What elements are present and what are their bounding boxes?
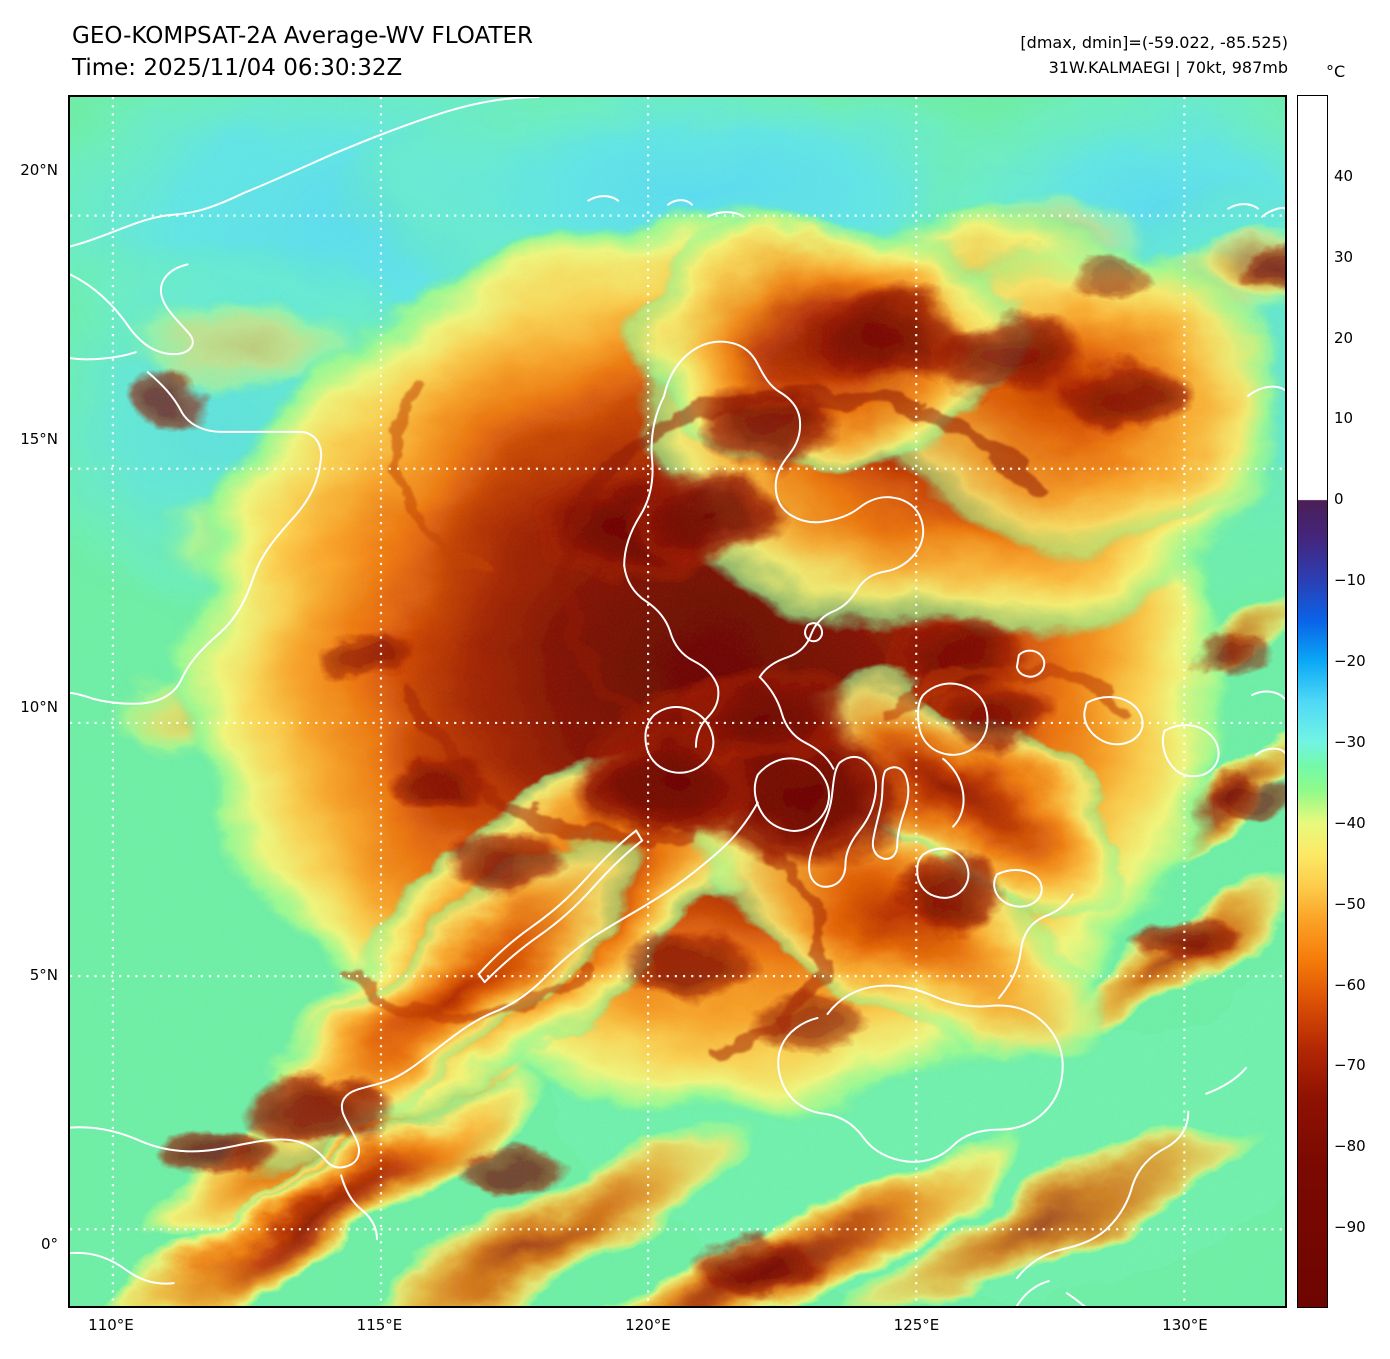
colorbar-tick-label-10: −60 [1334, 975, 1366, 994]
x-tick-label-2: 120°E [625, 1316, 671, 1334]
satellite-image-plot[interactable]: Copyright © 2020-2025 Dapiya [68, 95, 1287, 1308]
colorbar-tick-label-3: 10 [1334, 409, 1354, 428]
x-tick-label-4: 130°E [1162, 1316, 1208, 1334]
colorbar-gradient [1298, 96, 1327, 1307]
dmax-dmin-text: [dmax, dmin]=(-59.022, -85.525) [1020, 33, 1288, 52]
coastlines [70, 97, 1285, 1306]
y-tick-label-4: 0° [40, 1234, 58, 1253]
x-tick-label-0: 110°E [88, 1316, 134, 1334]
colorbar-tick-label-4: 0 [1334, 490, 1344, 509]
colorbar-tick-label-2: 20 [1334, 328, 1354, 347]
colorbar[interactable] [1297, 95, 1328, 1308]
x-tick-label-1: 115°E [356, 1316, 403, 1334]
timestamp: Time: 2025/11/04 06:30:32Z [72, 55, 403, 81]
colorbar-unit-label: °C [1326, 62, 1346, 81]
product-title: GEO-KOMPSAT-2A Average-WV FLOATER [72, 23, 533, 49]
sensor-noise [70, 97, 1285, 1306]
x-tick-label-3: 125°E [893, 1316, 940, 1334]
colorbar-tick-label-0: 40 [1334, 166, 1354, 185]
y-tick-label-0: 20°N [20, 161, 58, 180]
colorbar-tick-label-5: −10 [1334, 571, 1366, 590]
page-title: GEO-KOMPSAT-2A Average-WV FLOATER Time: … [72, 20, 533, 84]
y-tick-label-1: 15°N [20, 429, 58, 448]
colorbar-tick-label-8: −40 [1334, 813, 1366, 832]
colorbar-tick-label-12: −80 [1334, 1137, 1366, 1156]
colorbar-tick-label-9: −50 [1334, 894, 1366, 913]
info-block: [dmax, dmin]=(-59.022, -85.525) 31W.KALM… [1020, 30, 1288, 80]
y-tick-label-3: 5°N [29, 966, 58, 985]
y-tick-label-2: 10°N [20, 697, 58, 716]
wv-imagery [70, 97, 1285, 1306]
colorbar-tick-label-11: −70 [1334, 1056, 1366, 1075]
colorbar-tick-label-7: −30 [1334, 732, 1366, 751]
colorbar-tick-label-1: 30 [1334, 247, 1354, 266]
colorbar-tick-label-13: −90 [1334, 1218, 1366, 1237]
colorbar-tick-label-6: −20 [1334, 652, 1366, 671]
storm-info-text: 31W.KALMAEGI | 70kt, 987mb [1048, 58, 1288, 77]
